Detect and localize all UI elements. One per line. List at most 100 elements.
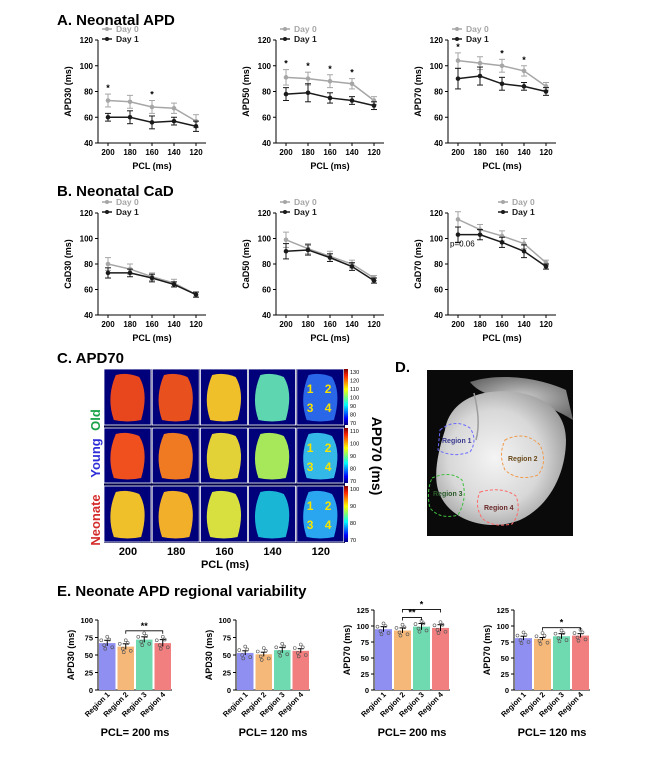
data-dot xyxy=(102,643,107,648)
map-tissue xyxy=(303,432,338,480)
bar-region-3 xyxy=(413,626,430,690)
map-tissue xyxy=(303,490,338,539)
data-point xyxy=(349,81,355,87)
y-tick-label: 50 xyxy=(223,651,231,660)
y-axis-label: CaD70 (ms) xyxy=(413,239,423,289)
data-dot xyxy=(523,633,528,637)
data-point xyxy=(149,104,155,110)
data-dot xyxy=(241,656,246,661)
data-dot xyxy=(140,643,145,648)
legend-marker-day1 xyxy=(105,37,109,41)
region-3-outline xyxy=(427,474,465,517)
y-tick-label: 40 xyxy=(434,311,443,320)
x-tick-label: 140 xyxy=(345,320,359,329)
colorbar xyxy=(344,428,348,483)
x-axis-label: PCL= 200 ms xyxy=(378,727,447,739)
legend-marker-day1 xyxy=(283,210,287,214)
map-cell xyxy=(248,485,297,543)
y-tick-label: 40 xyxy=(262,139,271,148)
y-tick-label: 100 xyxy=(496,622,509,631)
data-point xyxy=(349,264,355,269)
data-dot xyxy=(295,651,300,655)
y-tick-label: 120 xyxy=(80,36,94,45)
y-tick-label: 0 xyxy=(365,686,369,695)
data-dot xyxy=(162,637,167,642)
data-point xyxy=(477,60,483,66)
x-tick-label: 120 xyxy=(189,320,203,329)
data-dot xyxy=(243,644,248,649)
y-axis-label: APD70 (ms) xyxy=(413,66,423,117)
y-tick-label: 50 xyxy=(361,654,369,663)
colorbar-tick-label: 100 xyxy=(350,442,359,448)
map-cell xyxy=(103,485,152,543)
data-point xyxy=(105,270,111,276)
y-tick-label: 25 xyxy=(361,670,369,679)
data-point xyxy=(283,75,289,80)
x-tick-label: 160 xyxy=(495,148,509,157)
data-dot xyxy=(545,640,550,645)
y-tick-label: 100 xyxy=(80,235,94,244)
data-dot xyxy=(99,638,104,643)
map-cells: 1 23 41 23 41 23 4 xyxy=(103,368,345,543)
map-pcl-labels: 200 180 160 140 120 xyxy=(119,546,330,558)
data-dot xyxy=(255,649,260,654)
map-tissue xyxy=(303,373,338,422)
x-axis-label: PCL (ms) xyxy=(482,161,521,171)
legend-label-day0: Day 0 xyxy=(116,24,139,34)
y-tick-label: 80 xyxy=(262,88,271,97)
y-tick-label: 80 xyxy=(84,260,93,269)
data-dot xyxy=(107,637,112,642)
data-dot xyxy=(277,650,282,655)
map-pcl-label: 160 xyxy=(215,546,233,558)
y-tick-label: 25 xyxy=(223,669,231,678)
y-tick-label: 0 xyxy=(227,686,231,695)
x-tick-label: 140 xyxy=(517,320,531,329)
data-dot xyxy=(292,646,297,650)
heart-shape xyxy=(436,391,566,526)
colorbar-tick-label: 80 xyxy=(350,521,356,527)
map-tissue xyxy=(254,373,290,422)
map-cell xyxy=(296,368,345,426)
y-tick-label: 25 xyxy=(85,669,93,678)
data-dot xyxy=(383,624,388,628)
data-point xyxy=(127,270,133,276)
y-tick-label: 75 xyxy=(501,638,509,647)
data-dot xyxy=(534,634,539,639)
data-point xyxy=(327,78,333,84)
map-tissue xyxy=(158,432,193,480)
data-dot xyxy=(259,658,264,662)
data-dot xyxy=(125,641,130,645)
data-point xyxy=(105,114,111,120)
colorbar-tick-label: 70 xyxy=(350,479,356,485)
x-tick-label: 200 xyxy=(451,320,465,329)
y-axis-label: APD70 (ms) xyxy=(342,625,352,676)
bar-region-3 xyxy=(136,639,153,690)
y-axis-label: APD50 (ms) xyxy=(241,66,251,117)
data-dot xyxy=(542,633,547,638)
y-tick-label: 40 xyxy=(262,311,271,320)
x-tick-label: 180 xyxy=(473,148,487,157)
colorbar-tick-label: 130 xyxy=(350,370,359,376)
map-region-number: 4 xyxy=(325,401,332,415)
x-tick-label: 200 xyxy=(101,148,115,157)
data-dot xyxy=(575,635,580,640)
data-dot xyxy=(413,622,418,626)
region-4-outline xyxy=(476,489,519,526)
y-tick-label: 60 xyxy=(434,286,443,295)
x-tick-label: 160 xyxy=(323,320,337,329)
bar-region-3 xyxy=(274,650,291,690)
data-dot xyxy=(402,625,407,630)
legend-label-day0: Day 0 xyxy=(116,197,139,207)
data-point xyxy=(477,73,483,79)
x-tick-label: 160 xyxy=(323,148,337,157)
data-dot xyxy=(526,640,531,644)
x-tick-label: 120 xyxy=(189,148,203,157)
section-title-b: B. Neonatal CaD xyxy=(57,183,174,200)
data-point xyxy=(283,91,289,97)
y-tick-label: 40 xyxy=(84,311,93,320)
x-tick-label: 160 xyxy=(495,320,509,329)
map-cell xyxy=(199,485,248,543)
